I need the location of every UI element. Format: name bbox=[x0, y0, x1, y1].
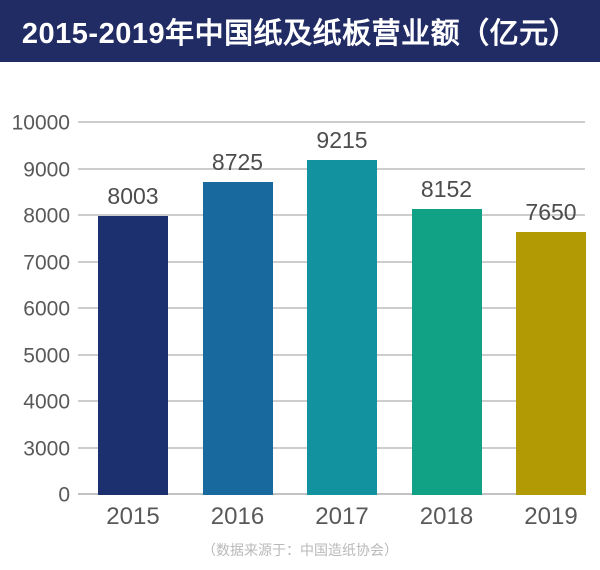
y-axis-tick-label: 4000 bbox=[23, 390, 70, 414]
y-axis-tick-label: 5000 bbox=[23, 344, 70, 367]
gridline bbox=[78, 121, 585, 123]
x-axis-labels: 2015 2016 2017 2018 2019 bbox=[78, 497, 585, 531]
y-axis-tick-label: 7000 bbox=[23, 251, 70, 274]
y-axis-tick-label: 8000 bbox=[23, 204, 70, 228]
plot-area: 0 3000 4000 5000 6000 7000 8000 9000 10000 8003 87… bbox=[12, 113, 586, 506]
bar-2019 bbox=[516, 232, 586, 495]
chart-title: 2015-2019年中国纸及纸板营业额（亿元） bbox=[21, 18, 579, 50]
y-axis-tick-label: 9000 bbox=[23, 158, 70, 181]
chart-title-banner: 2015-2019年中国纸及纸板营业额（亿元） bbox=[0, 0, 600, 62]
bar-2017 bbox=[307, 159, 377, 495]
bar-2018 bbox=[411, 208, 482, 495]
bar-2015 bbox=[98, 215, 168, 495]
y-axis-tick-label: 3000 bbox=[23, 437, 70, 460]
bar-value-label: 8003 bbox=[107, 182, 159, 209]
y-axis-tick-label: 10000 bbox=[11, 111, 70, 135]
x-axis-category-label: 2017 bbox=[315, 503, 369, 530]
x-axis-category-label: 2018 bbox=[419, 503, 474, 530]
bar-value-label: 9215 bbox=[316, 126, 368, 153]
y-axis-tick-label: 6000 bbox=[23, 297, 70, 321]
x-axis-category-label: 2015 bbox=[106, 503, 160, 530]
bar-value-label: 8152 bbox=[420, 175, 473, 202]
bar-2016 bbox=[202, 182, 273, 495]
data-source-note: （数据来源于：中国造纸协会） bbox=[202, 542, 398, 558]
bar-value-label: 7650 bbox=[525, 199, 577, 226]
x-axis-category-label: 2019 bbox=[524, 503, 578, 530]
bar-value-label: 8725 bbox=[211, 149, 264, 176]
y-axis-tick-label: 0 bbox=[58, 483, 70, 507]
x-axis-category-label: 2016 bbox=[210, 503, 265, 530]
